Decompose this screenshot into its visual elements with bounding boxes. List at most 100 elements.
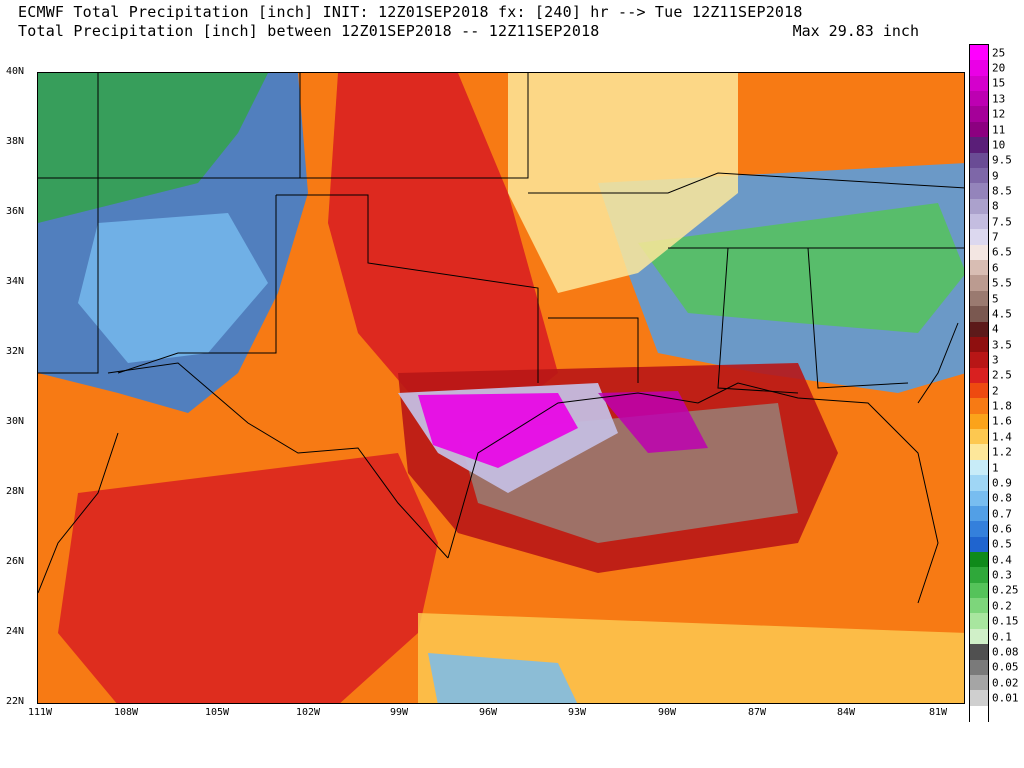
legend-swatch	[970, 260, 988, 277]
legend-swatch	[970, 674, 988, 691]
lon-label: 108W	[113, 707, 139, 718]
legend-label: 0.15	[992, 614, 1019, 628]
legend-swatch	[970, 705, 988, 722]
legend-label: 0.08	[992, 645, 1019, 659]
lat-label: 34N	[6, 276, 25, 287]
legend-label: 0.4	[992, 553, 1012, 567]
legend-swatch	[970, 459, 988, 476]
legend-swatch	[970, 628, 988, 645]
legend-swatch	[970, 121, 988, 138]
legend-swatch	[970, 613, 988, 630]
lat-label: 28N	[6, 486, 25, 497]
lat-label: 32N	[6, 346, 25, 357]
max-precip-label: Max 29.83 inch	[792, 22, 919, 40]
legend-swatch	[970, 183, 988, 200]
legend-swatch	[970, 198, 988, 215]
legend-label: 25	[992, 46, 1006, 60]
lon-label: 93W	[567, 707, 587, 718]
legend-label: 8.5	[992, 184, 1012, 198]
lon-label: 90W	[657, 707, 677, 718]
legend-label: 0.3	[992, 568, 1012, 582]
lon-label: 99W	[389, 707, 409, 718]
lon-label: 81W	[928, 707, 948, 718]
legend-swatch	[970, 91, 988, 108]
legend-swatch	[970, 383, 988, 399]
legend-label: 4	[992, 322, 999, 336]
legend-swatch	[970, 552, 988, 568]
legend-swatch	[970, 167, 988, 184]
legend-swatch	[970, 214, 988, 230]
legend-swatch	[970, 60, 988, 77]
legend-swatch	[970, 336, 988, 353]
legend-label: 2.5	[992, 368, 1012, 382]
legend-label: 9.5	[992, 153, 1012, 167]
lat-label: 38N	[6, 136, 25, 147]
lon-label: 102W	[295, 707, 321, 718]
legend-label: 1.6	[992, 414, 1012, 428]
legend-swatch	[970, 505, 988, 522]
legend-swatch	[970, 598, 988, 615]
boundary-line	[300, 73, 529, 179]
legend-label: 0.01	[992, 691, 1019, 705]
legend-swatch	[970, 398, 988, 415]
light-blue-patch-west	[78, 213, 268, 363]
legend-swatch	[970, 582, 988, 599]
legend-label: 6	[992, 261, 999, 275]
legend-label: 20	[992, 61, 1006, 75]
lat-label: 40N	[6, 66, 25, 77]
boundary-line	[38, 432, 119, 594]
southeast-green-region	[638, 203, 964, 333]
legend-swatch	[970, 490, 988, 507]
precipitation-map	[37, 72, 965, 704]
legend-label: 0.9	[992, 476, 1012, 490]
legend-label: 7	[992, 230, 999, 244]
legend-label: 0.8	[992, 491, 1012, 505]
legend-label: 4.5	[992, 307, 1012, 321]
mexico-heavy-region	[58, 453, 438, 703]
legend-label: 0.25	[992, 583, 1019, 597]
legend-swatch	[970, 567, 988, 584]
legend-label: 5.5	[992, 276, 1012, 290]
legend-swatch	[970, 659, 988, 676]
legend-label: 1.2	[992, 445, 1012, 459]
legend-label: 15	[992, 76, 1006, 90]
lat-label: 22N	[6, 696, 25, 707]
legend-label: 1.8	[992, 399, 1012, 413]
legend-swatch	[970, 75, 988, 92]
lat-label: 30N	[6, 416, 25, 427]
legend-swatch	[970, 229, 988, 246]
boundary-line	[276, 194, 539, 383]
legend-swatch	[970, 45, 988, 61]
boundary-line	[548, 317, 639, 383]
lon-label: 87W	[747, 707, 767, 718]
legend-swatch	[970, 290, 988, 307]
legend-swatch	[970, 106, 988, 123]
lon-label: 96W	[478, 707, 498, 718]
legend-swatch	[970, 367, 988, 384]
boundary-line	[917, 322, 959, 404]
legend-label: 0.02	[992, 676, 1019, 690]
boundary-line	[107, 362, 449, 559]
legend-label: 0.5	[992, 537, 1012, 551]
legend-swatch	[970, 413, 988, 430]
legend-swatch	[970, 152, 988, 169]
lon-label: 84W	[836, 707, 856, 718]
green-region-northwest	[38, 73, 268, 223]
legend-label: 8	[992, 199, 999, 213]
legend-label: 1	[992, 461, 999, 474]
map-title-line-2: Total Precipitation [inch] between 12Z01…	[18, 22, 600, 40]
boundary-line	[807, 247, 909, 389]
boundary-line	[117, 195, 277, 374]
lon-label: 105W	[204, 707, 230, 718]
legend-swatch	[970, 321, 988, 338]
legend-label: 9	[992, 169, 999, 183]
legend-swatch	[970, 306, 988, 323]
legend-label: 0.05	[992, 660, 1019, 674]
legend-label: 3.5	[992, 338, 1012, 352]
legend-swatch	[970, 429, 988, 446]
legend-swatch	[970, 244, 988, 261]
legend-label: 5	[992, 292, 999, 305]
legend-swatch	[970, 275, 988, 292]
boundary-line	[38, 73, 99, 374]
legend-label: 3	[992, 353, 999, 367]
